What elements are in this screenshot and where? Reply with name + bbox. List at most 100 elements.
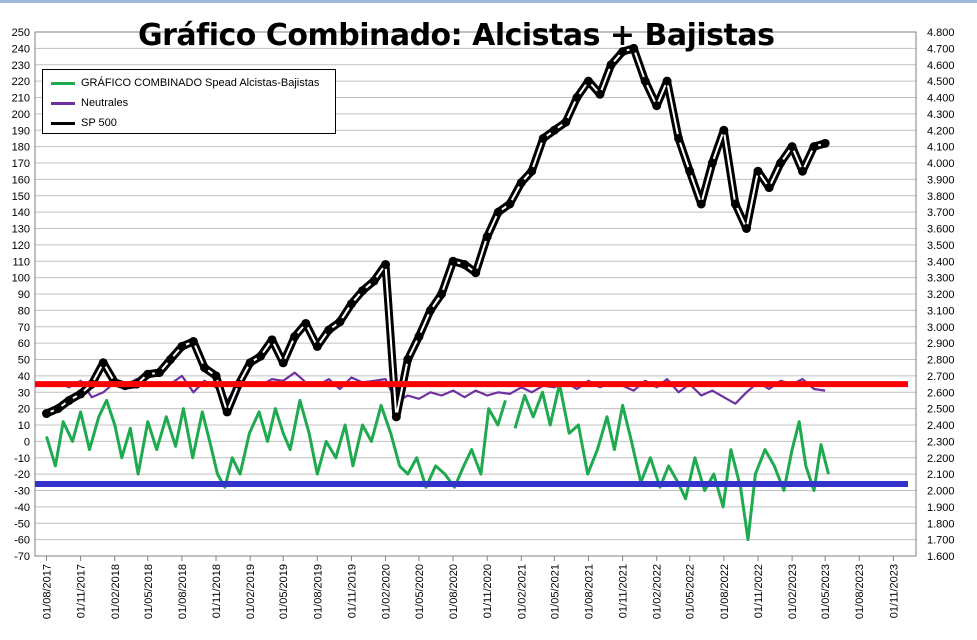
x-axis-tick-label: 01/11/2022 [753, 564, 765, 618]
legend-item-sp500: SP 500 [51, 116, 117, 130]
right-axis-tick-label: 2.200 [927, 453, 955, 465]
legend-label-combined: GRÁFICO COMBINADO Spead Alcistas-Bajista… [81, 77, 320, 89]
legend-item-neutrales: Neutrales [51, 96, 128, 110]
series-point-sp500 [787, 142, 797, 152]
x-axis-tick-label: 01/08/2022 [719, 564, 731, 619]
series-point-sp500 [460, 260, 470, 270]
series-point-sp500 [719, 125, 729, 135]
series-point-sp500 [143, 369, 153, 379]
left-axis-tick-label: 50 [18, 355, 30, 367]
series-point-sp500 [820, 138, 830, 148]
series-point-sp500 [437, 289, 447, 299]
left-axis-tick-label: 170 [12, 158, 30, 170]
left-axis-tick-label: -50 [14, 518, 30, 530]
series-point-sp500 [730, 199, 740, 209]
series-point-sp500 [346, 299, 356, 309]
right-axis-tick-label: 4.200 [927, 125, 955, 137]
x-axis-tick-label: 01/11/2018 [211, 564, 223, 618]
left-axis-tick-label: 110 [12, 256, 30, 268]
x-axis-tick-label: 01/02/2019 [245, 564, 257, 619]
x-axis-tick-label: 01/05/2019 [278, 564, 290, 619]
right-axis-tick-label: 1.800 [927, 518, 955, 530]
left-axis-tick-label: 20 [18, 404, 30, 416]
series-point-sp500 [290, 332, 300, 342]
x-axis-tick-label: 01/08/2021 [583, 564, 595, 619]
right-axis-tick-label: 4.300 [927, 109, 955, 121]
series-point-sp500 [154, 368, 164, 378]
series-point-sp500 [797, 166, 807, 176]
right-axis-tick-label: 4.600 [927, 60, 955, 72]
x-axis-tick-label: 01/02/2022 [652, 564, 664, 619]
series-point-sp500 [527, 166, 537, 176]
series-point-sp500 [707, 158, 717, 168]
series-point-sp500 [482, 232, 492, 242]
series-point-sp500 [493, 207, 503, 217]
x-axis-tick-label: 01/11/2021 [618, 564, 630, 618]
right-axis-tick-label: 3.900 [927, 174, 955, 186]
right-axis-tick-label: 2.400 [927, 420, 955, 432]
series-point-sp500 [301, 318, 311, 328]
series-point-sp500 [381, 260, 391, 270]
left-axis-tick-label: 90 [18, 289, 30, 301]
left-axis-tick-label: 220 [12, 76, 30, 88]
series-point-sp500 [595, 89, 605, 99]
legend-swatch-green [51, 81, 75, 85]
left-axis-tick-label: 160 [12, 174, 30, 186]
right-axis-tick-label: 4.000 [927, 158, 955, 170]
x-axis-tick-label: 01/05/2018 [143, 564, 155, 619]
x-axis-tick-label: 01/05/2022 [685, 564, 697, 619]
series-point-sp500 [674, 133, 684, 143]
right-axis-tick-label: 3.600 [927, 224, 955, 236]
x-axis-tick-label: 01/02/2020 [381, 564, 393, 619]
series-point-sp500 [606, 60, 616, 70]
series-point-sp500 [200, 363, 210, 373]
series-point-sp500 [64, 395, 74, 405]
right-axis-tick-label: 1.700 [927, 535, 955, 547]
right-axis-tick-label: 3.100 [927, 305, 955, 317]
legend: GRÁFICO COMBINADO Spead Alcistas-Bajista… [42, 69, 336, 134]
right-axis-tick-label: 2.000 [927, 486, 955, 498]
series-point-sp500 [211, 371, 221, 381]
x-axis-tick-label: 01/11/2017 [76, 564, 88, 618]
series-point-sp500 [572, 93, 582, 102]
series-point-sp500 [809, 142, 819, 152]
series-point-sp500 [583, 76, 593, 86]
series-point-sp500 [256, 351, 266, 361]
series-point-sp500 [561, 117, 571, 127]
series-point-sp500 [414, 332, 424, 342]
series-point-sp500 [685, 166, 695, 176]
series-point-sp500 [403, 355, 413, 364]
legend-label-sp500: SP 500 [81, 117, 117, 129]
right-axis-tick-label: 4.400 [927, 93, 955, 105]
right-axis-tick-label: 3.300 [927, 273, 955, 285]
series-point-sp500 [76, 389, 86, 399]
series-point-sp500 [425, 305, 435, 315]
series-point-sp500 [538, 133, 548, 143]
left-axis-tick-label: 60 [18, 338, 30, 350]
series-line-combined-2 [513, 382, 830, 542]
plot-border [34, 31, 917, 557]
left-axis-tick-label: 140 [12, 207, 30, 219]
legend-swatch-purple [51, 101, 75, 105]
right-axis-tick-label: 3.800 [927, 191, 955, 203]
series-point-sp500 [267, 335, 277, 345]
x-axis-tick-label: 01/11/2023 [888, 564, 900, 618]
right-axis-tick-label: 2.900 [927, 338, 955, 350]
chart-title: Gráfico Combinado: Alcistas + Bajistas [138, 18, 775, 53]
left-axis-tick-label: -70 [14, 551, 30, 563]
series-point-sp500 [53, 404, 63, 414]
left-axis-tick-label: 210 [12, 93, 30, 105]
series-point-sp500 [652, 101, 662, 111]
series-point-sp500 [358, 286, 368, 296]
right-axis-tick-label: 2.500 [927, 404, 955, 416]
right-axis-tick-label: 3.700 [927, 207, 955, 219]
series-point-sp500 [391, 412, 401, 422]
series-point-sp500 [516, 178, 526, 188]
series-point-sp500 [696, 199, 706, 209]
series-point-sp500 [662, 76, 672, 86]
series-point-sp500 [741, 224, 751, 233]
legend-swatch-black [51, 121, 75, 125]
right-axis-tick-label: 4.700 [927, 43, 955, 55]
left-axis-tick-label: -30 [14, 486, 30, 498]
